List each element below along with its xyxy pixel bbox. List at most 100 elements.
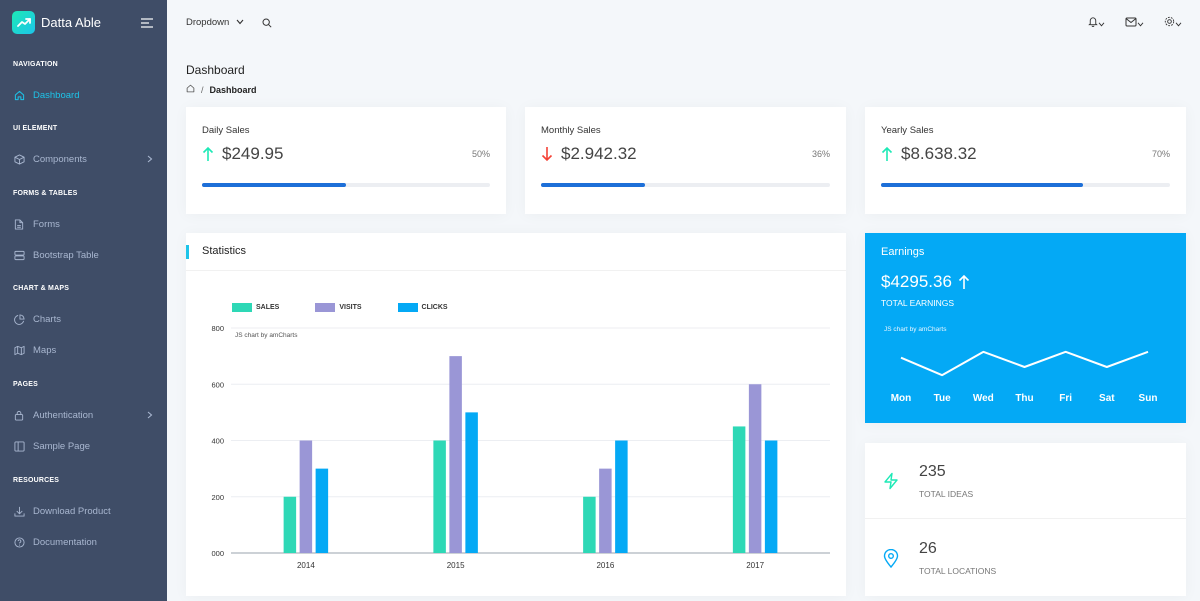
- sidebar-item-label: Forms: [33, 218, 60, 230]
- file-text-icon: [13, 218, 25, 230]
- total-locations-row: 26 TOTAL LOCATIONS: [865, 520, 1186, 596]
- sidebar-item-charts[interactable]: Charts: [0, 307, 167, 331]
- day-label-sun: Sun: [1138, 393, 1158, 404]
- home-icon[interactable]: [186, 84, 195, 95]
- header-dropdown[interactable]: Dropdown: [186, 17, 244, 28]
- settings-button[interactable]: [1164, 14, 1182, 32]
- help-circle-icon: [13, 536, 25, 548]
- statistics-header: Statistics: [186, 233, 846, 271]
- legend-item-sales[interactable]: SALES: [232, 303, 279, 312]
- day-label-wed: Wed: [972, 393, 994, 404]
- sidebar-item-bootstrap-table[interactable]: Bootstrap Table: [0, 243, 167, 267]
- monthly-sales-value-row: $2.942.32: [541, 144, 637, 164]
- chevron-down-icon: [1137, 14, 1144, 32]
- sidebar-item-maps[interactable]: Maps: [0, 338, 167, 362]
- download-icon: [13, 505, 25, 517]
- yearly-sales-progress: [881, 183, 1170, 187]
- chevron-down-icon: [236, 17, 244, 28]
- daily-sales-title: Daily Sales: [202, 125, 250, 136]
- progress-fill: [881, 183, 1084, 187]
- sidebar-item-label: Charts: [33, 313, 61, 325]
- y-tick-label: 200: [211, 493, 224, 502]
- chevron-right-icon: [146, 411, 154, 419]
- total-ideas-row: 235 TOTAL IDEAS: [865, 443, 1186, 519]
- x-tick-label: 2014: [297, 561, 315, 570]
- sidebar-item-forms[interactable]: Forms: [0, 212, 167, 236]
- sidebar-item-authentication[interactable]: Authentication: [0, 403, 167, 427]
- sidebar-item-sample-page[interactable]: Sample Page: [0, 434, 167, 458]
- y-tick-label: 600: [211, 380, 224, 389]
- bar-visits-2016[interactable]: [599, 468, 612, 553]
- bar-visits-2017[interactable]: [748, 384, 762, 553]
- sidebar-item-label: Maps: [33, 344, 57, 356]
- sidebar-item-download-product[interactable]: Download Product: [0, 499, 167, 523]
- y-tick-label: 000: [211, 549, 224, 558]
- brand-name[interactable]: Datta Able: [41, 15, 101, 30]
- earnings-value: $4295.36: [881, 272, 952, 291]
- messages-button[interactable]: [1125, 14, 1144, 32]
- progress-fill: [541, 183, 646, 187]
- box-icon: [13, 153, 25, 165]
- sidebar-item-label: Dashboard: [33, 89, 80, 101]
- search-icon[interactable]: [262, 18, 272, 28]
- sidebar-item-dashboard[interactable]: Dashboard: [0, 83, 167, 107]
- day-label-thu: Thu: [1015, 393, 1034, 404]
- bar-visits-2015[interactable]: [449, 356, 462, 553]
- progress-fill: [202, 183, 346, 187]
- daily-sales-value-row: $249.95: [202, 144, 283, 164]
- legend-item-visits[interactable]: VISITS: [315, 303, 362, 312]
- breadcrumb: / Dashboard: [186, 84, 257, 95]
- breadcrumb-separator: /: [201, 84, 204, 95]
- breadcrumb-current: Dashboard: [209, 84, 257, 95]
- chevron-right-icon: [146, 155, 154, 163]
- zap-icon: [881, 471, 901, 491]
- arrow-up-icon: [202, 146, 216, 162]
- yearly-sales-title: Yearly Sales: [881, 125, 934, 136]
- header-accent-bar: [186, 245, 189, 259]
- x-tick-label: 2017: [746, 561, 764, 570]
- brand-logo-icon[interactable]: [12, 11, 35, 34]
- mail-icon: [1125, 14, 1137, 32]
- arrow-up-icon: [881, 146, 895, 162]
- day-label-tue: Tue: [933, 393, 951, 404]
- sidebar-item-components[interactable]: Components: [0, 147, 167, 171]
- header-actions: [1088, 0, 1182, 45]
- sidebar-item-label: Bootstrap Table: [33, 249, 99, 261]
- nav-caption-ui-element: UI ELEMENT: [13, 125, 58, 132]
- bar-sales-2015[interactable]: [433, 440, 446, 554]
- yearly-sales-value: $8.638.32: [901, 144, 977, 163]
- map-icon: [13, 344, 25, 356]
- chart-credit: JS chart by amCharts: [235, 332, 298, 339]
- earnings-trend-line: [900, 350, 1149, 377]
- legend-item-clicks[interactable]: CLICKS: [397, 303, 448, 312]
- sidebar-item-label: Components: [33, 153, 87, 165]
- earnings-value-row: $4295.36: [881, 272, 970, 292]
- bar-clicks-2015[interactable]: [465, 412, 478, 553]
- statistics-card: Statistics SALES VISITS CLICKS JS chart …: [186, 233, 846, 596]
- earnings-line-chart: [900, 350, 1149, 377]
- server-icon: [13, 249, 25, 261]
- bar-sales-2016[interactable]: [583, 496, 596, 553]
- sidebar-item-label: Sample Page: [33, 440, 91, 452]
- nav-caption-pages: PAGES: [13, 381, 38, 388]
- daily-sales-progress: [202, 183, 490, 187]
- statistics-title: Statistics: [202, 245, 247, 257]
- yearly-sales-card: Yearly Sales $8.638.32 70%: [865, 107, 1186, 214]
- nav-caption-chart-maps: CHART & MAPS: [13, 285, 70, 292]
- day-label-mon: Mon: [890, 393, 912, 404]
- notifications-button[interactable]: [1088, 14, 1105, 32]
- sidebar-item-documentation[interactable]: Documentation: [0, 530, 167, 554]
- bar-clicks-2014[interactable]: [315, 468, 329, 553]
- menu-toggle-icon[interactable]: [139, 16, 155, 30]
- sidebar-item-label: Authentication: [33, 409, 94, 421]
- day-label-sat: Sat: [1099, 393, 1115, 404]
- x-tick-label: 2016: [596, 561, 614, 570]
- y-tick-label: 400: [211, 437, 224, 446]
- legend-label: SALES: [256, 304, 280, 311]
- bar-sales-2017[interactable]: [732, 426, 746, 553]
- sidebar-layout-icon: [13, 440, 25, 452]
- bar-clicks-2017[interactable]: [764, 440, 778, 554]
- bar-sales-2014[interactable]: [283, 496, 297, 553]
- bar-clicks-2016[interactable]: [615, 440, 628, 554]
- bar-visits-2014[interactable]: [299, 440, 313, 554]
